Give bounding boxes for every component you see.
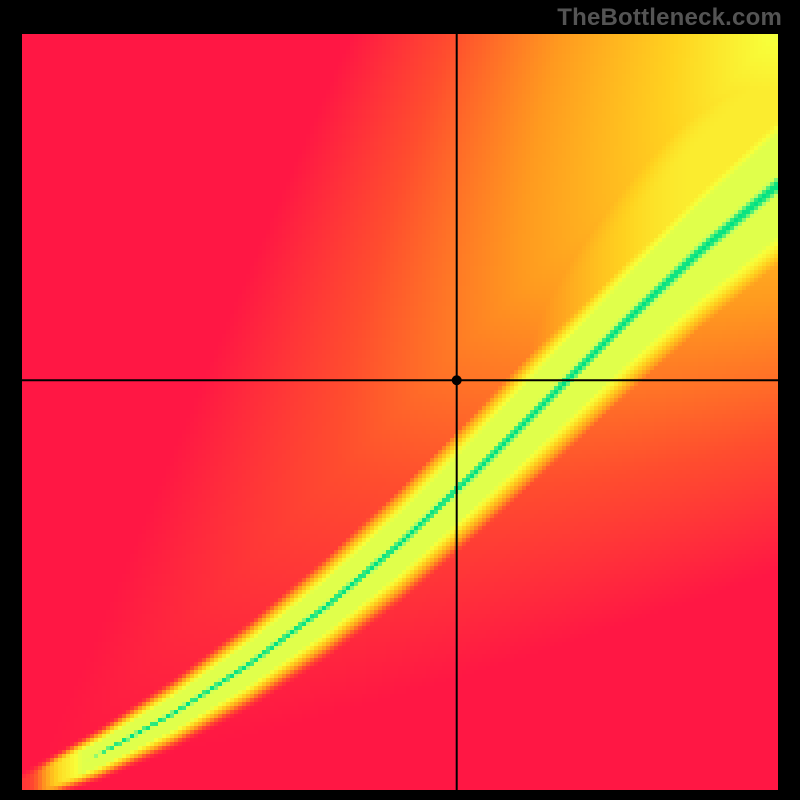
bottleneck-heatmap (22, 34, 778, 790)
watermark-text: TheBottleneck.com (557, 4, 782, 32)
chart-container: TheBottleneck.com (0, 0, 800, 800)
